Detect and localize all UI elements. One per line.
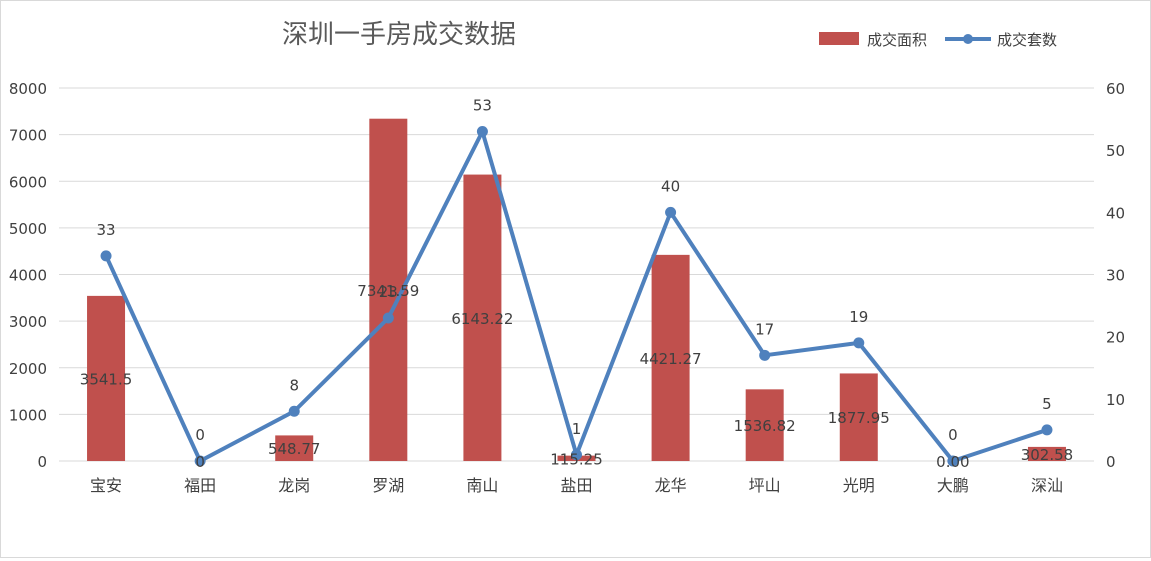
left-tick-label: 4000 [9,267,47,285]
line-data-label: 8 [289,376,299,394]
line-point [853,337,865,349]
x-axis-label: 盐田 [560,476,592,495]
bar [745,389,784,461]
line-data-label: 40 [661,177,680,195]
line-data-labels: 33 0 8 23 53 1 40 17 19 0 5 [96,97,1051,444]
line-data-label: 23 [379,283,398,301]
bar [275,435,314,461]
legend-line-marker [963,34,973,44]
bar-data-label: 115.25 [550,450,603,468]
bar [1027,446,1066,461]
x-axis-label: 大鹏 [937,476,969,495]
line-data-label: 0 [948,426,958,444]
x-axis-label: 罗湖 [372,476,404,495]
right-tick-label: 40 [1106,204,1125,222]
x-axis-label: 龙华 [655,476,687,495]
legend-bar-label: 成交面积 [867,31,927,49]
line-point [100,250,112,262]
line-data-label: 1 [572,420,582,438]
legend-line-label: 成交套数 [997,31,1057,49]
right-tick-label: 20 [1106,329,1125,347]
line-data-label: 17 [755,320,774,338]
bar [651,254,690,461]
left-tick-label: 3000 [9,313,47,331]
x-axis-label: 龙岗 [278,476,310,495]
bar-data-label: 548.77 [268,440,321,458]
left-axis-ticks: 0 1000 2000 3000 4000 5000 6000 7000 8000 [9,80,47,471]
gridlines [59,87,1094,462]
line-point [571,449,582,461]
x-axis-label: 坪山 [749,476,781,495]
left-tick-label: 1000 [9,406,47,424]
line-data-label: 5 [1042,395,1052,413]
bar [839,373,878,461]
left-tick-label: 5000 [9,220,47,238]
x-axis-label: 宝安 [90,476,122,495]
line-point [194,455,206,467]
line-point [476,126,488,138]
bar [87,295,126,461]
bar-data-label: 1877.95 [828,409,890,427]
right-axis-ticks: 0 10 20 30 40 50 60 [1106,80,1125,471]
x-axis-label: 福田 [184,476,216,495]
left-tick-label: 0 [37,453,47,471]
legend: 成交面积 成交套数 [819,31,1057,49]
line-data-label: 0 [195,426,205,444]
line-point [1041,424,1053,436]
chart-title: 深圳一手房成交数据 [282,20,516,50]
x-axis-label: 深汕 [1031,476,1063,495]
line-data-label: 33 [96,221,115,239]
line-point [947,455,959,467]
line-point [759,349,771,361]
legend-bar-swatch [819,32,859,45]
left-tick-label: 6000 [9,173,47,191]
bar-data-label: 7341.59 [357,282,419,300]
right-tick-label: 0 [1106,453,1116,471]
line-point [665,206,677,218]
line-data-label: 19 [849,308,868,326]
line-data-label: 53 [473,97,492,115]
bar-series [87,118,1066,461]
bar-data-label: 0 [195,453,205,471]
right-tick-label: 60 [1106,80,1125,98]
line-point [288,405,300,417]
bar-data-label: 1536.82 [734,417,796,435]
bar-data-label: 0.00 [936,453,969,471]
left-tick-label: 7000 [9,127,47,145]
right-tick-label: 10 [1106,391,1125,409]
right-tick-label: 50 [1106,142,1125,160]
line-series [100,126,1053,467]
right-tick-label: 30 [1106,267,1125,285]
x-axis-label: 光明 [843,476,875,495]
bar-data-label: 4421.27 [640,350,702,368]
bar-data-label: 3541.5 [80,370,133,388]
bar-data-label: 302.58 [1021,446,1074,464]
left-tick-label: 8000 [9,80,47,98]
left-tick-label: 2000 [9,360,47,378]
bar-data-labels: 3541.5 0 548.77 7341.59 6143.22 115.25 4421.27… [80,282,1073,471]
line-point [382,312,394,324]
x-axis-labels: 宝安 福田 龙岗 罗湖 南山 盐田 龙华 坪山 光明 大鹏 深汕 [90,476,1063,495]
bar-data-label: 6143.22 [451,310,513,328]
x-axis-label: 南山 [466,476,498,495]
bar [463,174,502,461]
